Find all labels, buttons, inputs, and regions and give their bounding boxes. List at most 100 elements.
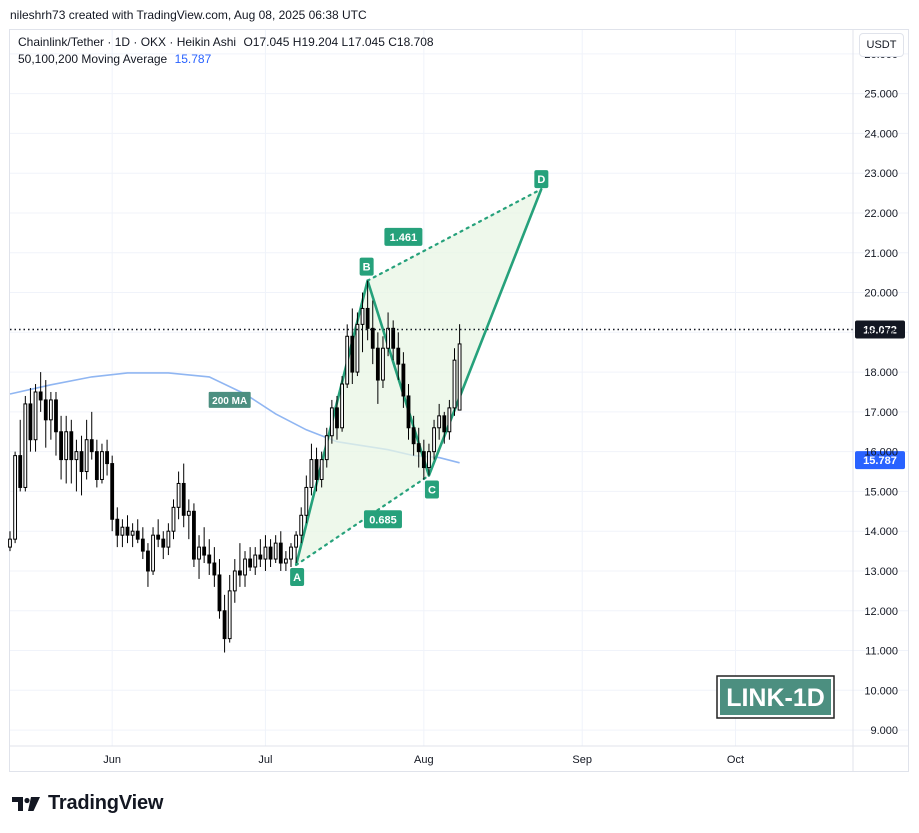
candle-body [355,323,360,373]
candle [452,348,457,416]
legend-ma-line: 50,100,200 Moving Average 15.787 [18,52,211,66]
pattern-ratio-bd-bg [384,227,423,246]
candle [151,527,155,575]
candle [421,439,426,480]
candle-body [232,570,237,592]
x-tick-label: Sep [572,754,592,766]
candle-body [268,546,273,560]
candle [84,419,89,480]
candle [217,559,222,619]
pattern-point-d-bg [534,170,549,189]
candle [227,574,232,643]
y-tick-label: 21.000 [864,248,898,260]
candle-body [437,415,442,429]
candle [94,439,99,488]
candle-body [238,570,242,576]
candle-body [432,427,436,453]
current-price-tag-bg [855,320,905,339]
candle [360,292,365,353]
y-tick-label: 23.000 [864,168,898,180]
y-tick-label: 16.000 [864,447,898,459]
candle-body [299,514,304,536]
candle-body [89,439,94,453]
candle [140,527,145,560]
candle-body [135,530,140,540]
pattern-point-c-bg [424,480,439,499]
axes-layer: 26.00025.00024.00023.00022.00021.00020.0… [10,30,908,771]
current-price-tag: 19.072 [863,324,897,336]
pattern-point-a-bg [290,568,305,587]
candle-body [304,486,309,516]
candle [54,391,58,456]
candle-body [294,534,299,548]
candle [28,388,33,452]
candle [202,527,207,564]
candle [13,451,18,544]
chart-attribution: nileshrh73 created with TradingView.com,… [10,8,367,22]
candle [289,543,293,567]
candle-body [442,415,447,433]
candle [38,372,43,412]
candle [64,415,69,484]
candle-body [411,427,416,445]
legend-ohlc: O17.045 H19.204 L17.045 C18.708 [243,35,434,49]
candle [33,384,38,452]
candle [8,531,12,552]
candle-body [289,546,293,560]
candle [161,531,166,560]
candle-body [212,562,217,576]
candle [309,443,314,496]
x-tick-label: Jun [103,754,121,766]
candle [222,594,227,653]
ma-200-label-bg [208,391,251,408]
pattern-point-c: C [428,485,436,497]
ma-200-label: 200 MA [212,396,247,407]
candle-body [120,526,125,536]
candle [345,324,350,388]
candle [258,539,263,567]
candle-body [156,534,161,540]
candle [319,451,324,488]
candle [74,439,79,492]
candle-body [38,391,43,401]
y-tick-label: 22.000 [864,208,898,220]
candle [125,515,130,544]
candle [340,376,344,432]
pattern-fill-abc [296,280,429,565]
candle [232,559,237,603]
pattern-fill-bcd [367,189,542,476]
candle-body [217,574,222,612]
candle [18,419,23,492]
y-tick-label: 24.000 [864,128,898,140]
pattern-ratio-ac: 0.685 [369,514,397,526]
candle-body [69,431,74,461]
candle [273,535,278,564]
candle-body [314,459,319,480]
candle-body [43,399,48,421]
candle [299,507,304,544]
candle [294,531,299,564]
candle-body [186,510,191,516]
y-tick-label: 19.000 [864,327,898,339]
candle-body [365,307,370,329]
candle [278,531,283,571]
tradingview-logo[interactable]: TradingView [12,792,163,815]
candle-body [166,530,171,548]
candle [212,547,217,587]
candle [263,535,268,571]
candle-body [176,482,181,508]
candle-body [386,327,390,349]
candle [427,443,431,476]
candle-body [59,431,63,461]
legend-symbol: Chainlink/Tether · 1D · OKX · Heikin Ash… [18,35,237,49]
candle [135,519,140,544]
candle-body [161,538,166,548]
currency-button[interactable]: USDT [859,33,904,57]
symbol-badge-bg [720,679,831,715]
candle-body [94,451,99,480]
x-tick-label: Aug [414,754,434,766]
candle [156,519,161,548]
candle-body [340,383,344,429]
y-tick-label: 18.000 [864,367,898,379]
